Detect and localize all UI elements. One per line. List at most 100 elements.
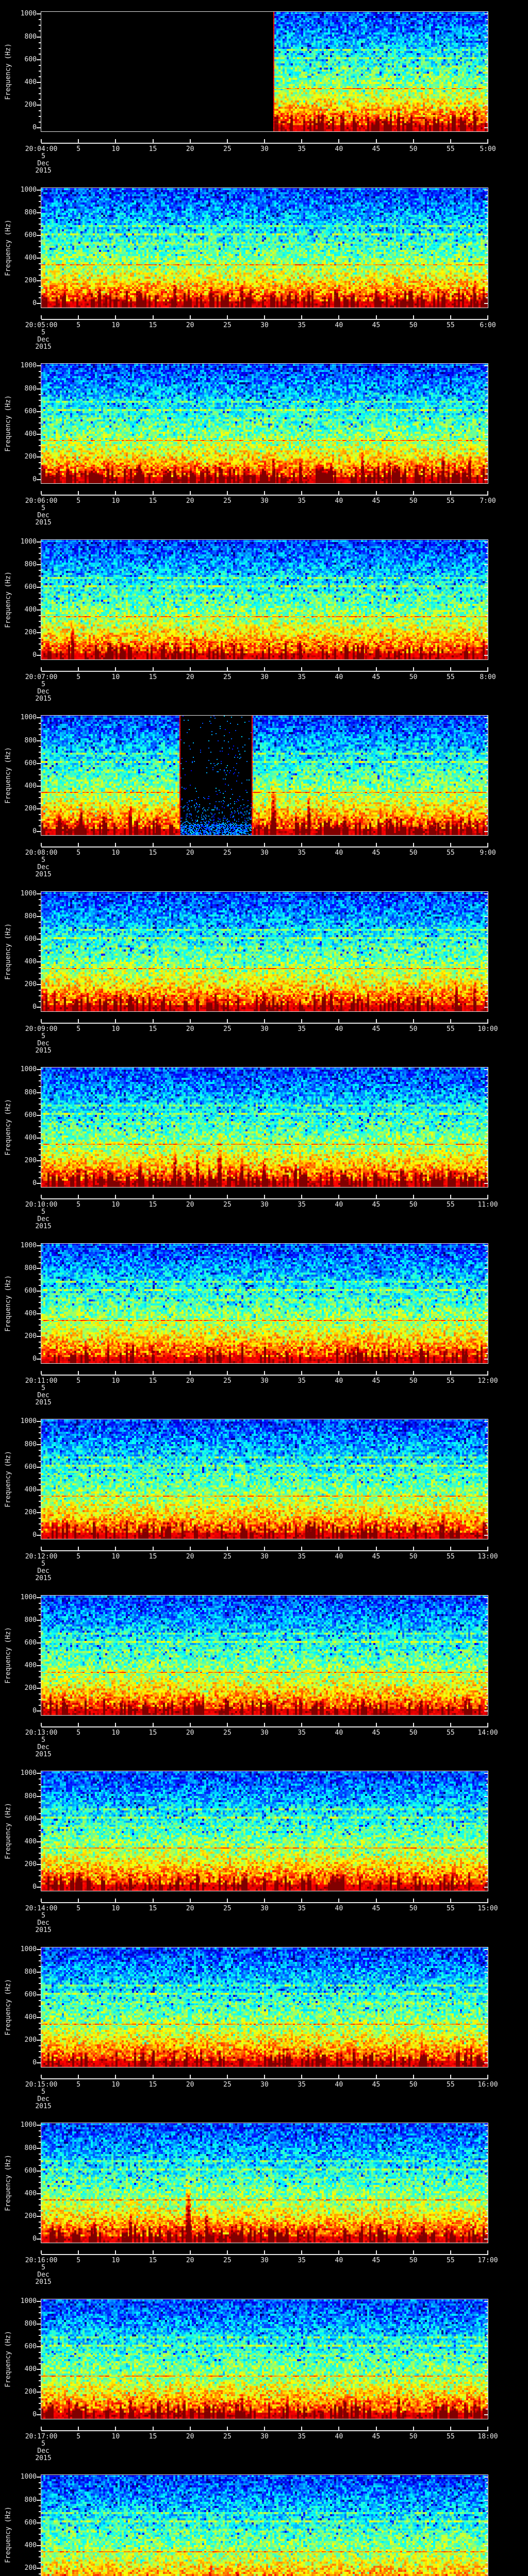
minute-tick-label: 45	[372, 1377, 381, 1385]
x-axis-tick	[412, 1722, 414, 1726]
y-axis-tick	[37, 2193, 41, 2194]
y-axis-tick-right	[486, 42, 488, 43]
y-axis-tick-right	[486, 64, 488, 66]
y-axis-tick-right	[486, 47, 488, 49]
y-axis-tick	[39, 922, 41, 923]
y-axis-tick-right	[486, 2221, 488, 2223]
minute-tick-label: 55	[447, 1728, 455, 1737]
y-axis-tick-right	[484, 1512, 488, 1513]
y-axis-tick	[37, 456, 41, 457]
y-axis-tick	[37, 1359, 41, 1360]
y-axis-title: Frequency (Hz)	[4, 1803, 12, 1859]
minute-tick-label: 45	[372, 497, 381, 505]
y-axis-tick-right	[486, 1495, 488, 1496]
y-axis-tick	[39, 1449, 41, 1451]
y-axis-tick	[37, 1773, 41, 1774]
y-axis-tick-right	[486, 1983, 488, 1985]
x-axis-tick	[41, 139, 42, 143]
minute-tick-label: 5	[76, 1201, 81, 1209]
y-axis-tick	[39, 2028, 41, 2030]
y-axis-tick-right	[486, 558, 488, 560]
y-axis-tick	[37, 2238, 41, 2240]
y-axis-tick-right	[486, 626, 488, 628]
y-axis-tick-right	[484, 81, 488, 83]
y-axis-tick-right	[486, 791, 488, 792]
y-axis-tick-right	[486, 2550, 488, 2552]
minute-tick-label: 45	[372, 673, 381, 681]
y-axis-tick-right	[486, 927, 488, 929]
end-time-label: 11:00	[477, 1201, 498, 1209]
y-tick-label: 400	[24, 1662, 37, 1670]
y-axis-tick	[39, 87, 41, 89]
y-axis-tick	[37, 939, 41, 940]
minute-tick-label: 55	[447, 497, 455, 505]
minute-tick-label: 45	[372, 145, 381, 153]
y-tick-label: 1000	[20, 1417, 37, 1426]
y-axis-tick	[37, 81, 41, 83]
x-axis-tick	[41, 843, 42, 846]
x-axis-tick	[152, 1547, 154, 1550]
y-tick-label: 800	[24, 1792, 37, 1800]
y-axis-tick	[39, 1171, 41, 1173]
y-tick-label: 1000	[20, 10, 37, 18]
x-axis-tick	[450, 1547, 451, 1550]
x-axis-tick	[152, 1722, 154, 1726]
minute-tick-label: 40	[335, 497, 343, 505]
x-axis-tick	[115, 2074, 117, 2078]
y-axis-tick	[39, 1256, 41, 1258]
x-axis-tick	[487, 2250, 488, 2254]
y-axis-tick	[39, 774, 41, 775]
minute-tick-label: 5	[76, 2432, 81, 2441]
y-axis-tick-right	[484, 916, 488, 918]
y-axis-tick	[39, 1177, 41, 1178]
y-tick-label: 400	[24, 782, 37, 790]
y-tick-label: 800	[24, 561, 37, 569]
x-axis-line	[41, 2254, 488, 2255]
minute-tick-label: 15	[148, 1377, 157, 1385]
y-axis-tick-right	[486, 2011, 488, 2013]
end-time-label: 8:00	[480, 673, 496, 681]
x-axis-tick	[450, 1195, 451, 1198]
x-axis-tick	[226, 139, 228, 143]
minute-tick-label: 5	[76, 321, 81, 329]
y-axis-tick	[39, 1529, 41, 1530]
y-axis-tick	[39, 2136, 41, 2138]
y-axis-tick-right	[486, 246, 488, 248]
minute-tick-label: 30	[260, 2432, 269, 2441]
end-time-label: 7:00	[480, 497, 496, 505]
spectrogram-canvas	[41, 539, 488, 659]
minute-tick-label: 45	[372, 1728, 381, 1737]
y-axis-tick	[37, 2392, 41, 2393]
date-line: 5	[41, 328, 45, 336]
y-tick-label: 600	[24, 935, 37, 943]
y-axis-tick-right	[484, 388, 488, 389]
y-axis-tick-right	[484, 303, 488, 304]
minute-tick-label: 5	[76, 673, 81, 681]
x-axis-tick	[487, 1547, 488, 1550]
y-axis-tick	[39, 1097, 41, 1099]
y-axis-tick	[39, 956, 41, 957]
y-axis-tick-right	[484, 740, 488, 741]
y-tick-label: 400	[24, 2365, 37, 2374]
y-tick-label: 1000	[20, 185, 37, 194]
minute-tick-label: 10	[111, 2257, 120, 2264]
minute-tick-label: 40	[335, 2257, 343, 2264]
x-axis-tick	[152, 1899, 154, 1902]
y-axis-tick-right	[486, 292, 488, 293]
y-axis-tick-right	[486, 643, 488, 645]
x-axis-tick	[115, 1722, 117, 1726]
x-axis-tick	[264, 1899, 265, 1902]
minute-tick-label: 25	[223, 145, 232, 153]
y-axis-tick	[37, 632, 41, 634]
y-axis-tick	[39, 275, 41, 276]
y-axis-tick	[39, 382, 41, 384]
y-axis-tick-right	[486, 1659, 488, 1661]
y-axis-tick-right	[486, 1274, 488, 1275]
y-axis-tick	[37, 893, 41, 894]
plot-frame	[41, 2123, 488, 2243]
y-axis-tick	[39, 1438, 41, 1439]
x-axis-tick	[301, 491, 303, 495]
x-axis-tick	[78, 2426, 79, 2430]
y-axis-tick-right	[484, 280, 488, 282]
x-axis-tick	[115, 2426, 117, 2430]
